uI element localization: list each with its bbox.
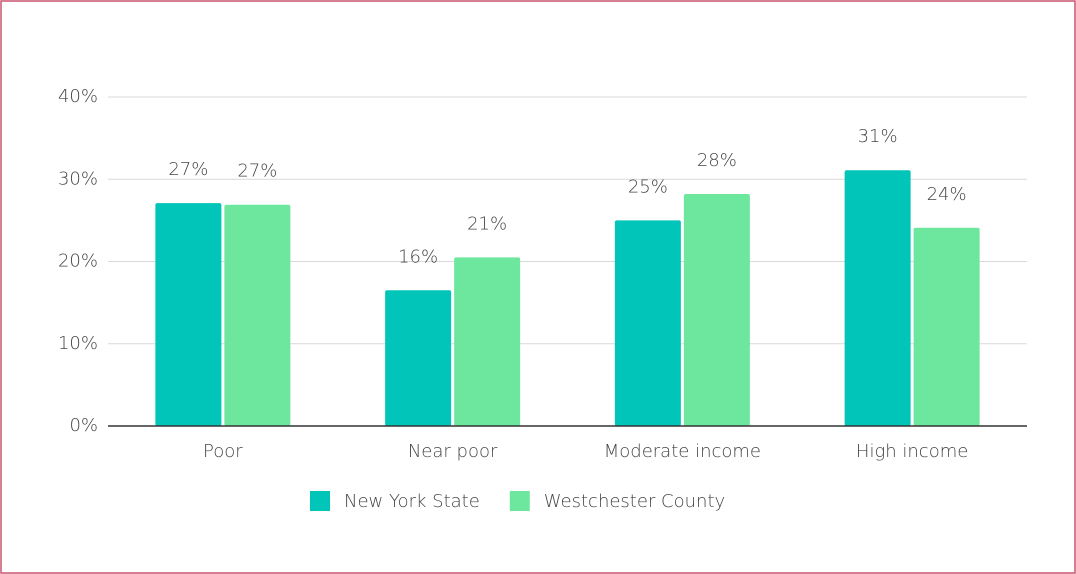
bar [683, 194, 750, 426]
x-tick-label: High income [856, 441, 968, 462]
bar [454, 257, 521, 426]
y-tick-label: 30% [58, 168, 98, 189]
y-tick-label: 20% [58, 251, 98, 272]
value-label: 16% [398, 246, 438, 267]
value-label: 25% [628, 176, 668, 197]
legend-label: Westchester County [544, 491, 725, 512]
bar [155, 203, 222, 426]
x-tick-label: Poor [203, 441, 243, 462]
value-label: 28% [697, 150, 737, 171]
x-tick-label: Near poor [408, 441, 498, 462]
x-tick-label: Moderate income [604, 441, 761, 462]
y-tick-label: 10% [58, 333, 98, 354]
bar [614, 220, 681, 426]
legend-swatch [509, 491, 530, 511]
bar [385, 290, 452, 426]
bar [224, 204, 291, 426]
legend-swatch [310, 491, 330, 511]
legend-label: New York State [344, 491, 480, 512]
y-tick-label: 0% [69, 415, 98, 436]
bar [844, 170, 911, 426]
value-label: 27% [237, 161, 277, 182]
value-label: 21% [467, 213, 507, 234]
y-tick-label: 40% [58, 86, 98, 107]
bar [913, 227, 980, 426]
value-label: 31% [858, 126, 898, 147]
value-label: 24% [927, 184, 967, 205]
value-label: 27% [168, 159, 208, 180]
